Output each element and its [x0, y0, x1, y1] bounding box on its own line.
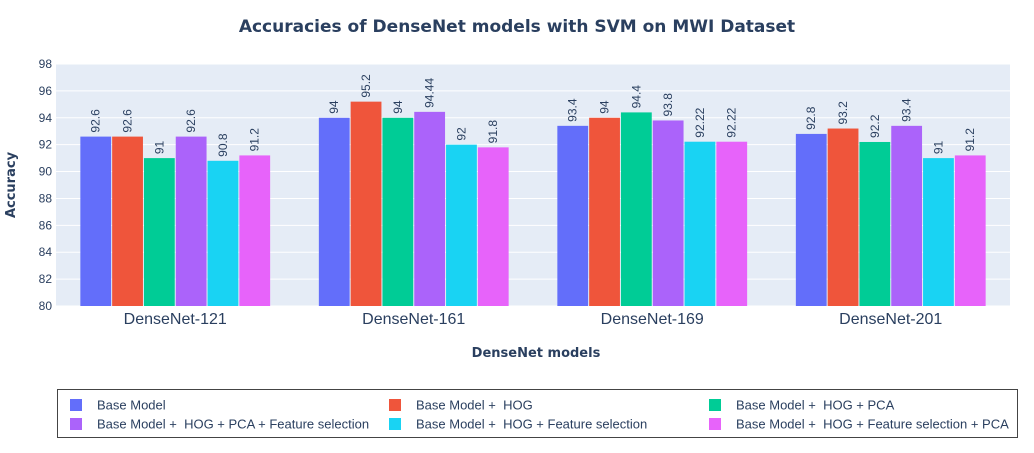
- data-label: 91.2: [248, 128, 262, 152]
- bar-densenet-161-series-3: [382, 117, 414, 307]
- y-tick-label: 94: [39, 111, 53, 125]
- bar-densenet-201-series-3: [859, 141, 891, 306]
- legend-item-label: Base Model + HOG + PCA: [736, 398, 895, 413]
- legend-item-label: Base Model + HOG + Feature selection: [416, 417, 647, 432]
- data-label: 92.6: [184, 109, 198, 133]
- data-label: 93.2: [836, 101, 850, 125]
- data-label: 92.2: [868, 114, 882, 138]
- chart-title: Accuracies of DenseNet models with SVM o…: [239, 17, 795, 37]
- x-tick-label: DenseNet-121: [124, 311, 227, 328]
- x-tick-label: DenseNet-161: [362, 311, 465, 328]
- y-tick-label: 92: [39, 138, 53, 152]
- data-label: 92.6: [121, 109, 135, 133]
- x-tick-label: DenseNet-201: [839, 311, 942, 328]
- legend-item-label: Base Model + HOG + PCA + Feature selecti…: [97, 417, 369, 432]
- data-label: 94: [391, 100, 405, 114]
- data-label: 92.22: [693, 107, 707, 137]
- bar-densenet-169-series-6: [716, 141, 748, 306]
- bars: [80, 101, 986, 307]
- bar-densenet-201-series-2: [827, 128, 859, 306]
- data-label: 93.4: [900, 98, 914, 122]
- bar-densenet-201-series-6: [954, 155, 986, 306]
- y-tick-label: 84: [39, 245, 53, 259]
- data-label: 92.8: [804, 106, 818, 130]
- bar-densenet-201-series-1: [795, 133, 827, 306]
- bar-densenet-169-series-2: [589, 117, 620, 307]
- y-tick-label: 90: [39, 165, 53, 179]
- bar-densenet-161-series-5: [446, 144, 477, 306]
- x-axis-title: DenseNet models: [472, 346, 601, 361]
- bar-densenet-121-series-6: [239, 155, 271, 306]
- y-tick-label: 88: [39, 191, 53, 205]
- data-label: 90.8: [216, 133, 230, 157]
- data-label: 94: [327, 100, 341, 114]
- y-tick-label: 80: [39, 299, 53, 313]
- bar-densenet-201-series-4: [891, 125, 923, 306]
- legend-swatch: [709, 418, 721, 430]
- bar-densenet-201-series-5: [923, 158, 954, 306]
- bar-densenet-161-series-2: [350, 101, 382, 307]
- data-label: 92: [454, 127, 468, 141]
- legend-swatch: [709, 399, 721, 411]
- legend-swatch: [389, 418, 401, 430]
- legend-swatch: [70, 399, 82, 411]
- data-label: 94: [598, 100, 612, 114]
- data-label: 91: [152, 140, 166, 154]
- y-axis-ticks: 80 82 84 86 88 90 92 94 96 98: [39, 57, 53, 313]
- data-label: 94.44: [423, 78, 437, 108]
- bar-densenet-121-series-4: [175, 136, 207, 306]
- bar-densenet-169-series-3: [620, 112, 652, 307]
- legend-swatch: [70, 418, 82, 430]
- x-tick-label: DenseNet-169: [601, 311, 704, 328]
- bar-densenet-121-series-3: [143, 158, 175, 306]
- bar-densenet-121-series-2: [112, 136, 143, 306]
- legend-item-label: Base Model + HOG + Feature selection + P…: [736, 417, 1009, 432]
- data-labels: 92.6 92.6 91 92.6 90.8 91.2 94 95.2 94 94.44 92 91.…: [89, 74, 978, 157]
- y-tick-label: 82: [39, 272, 53, 286]
- bar-densenet-169-series-1: [557, 125, 589, 306]
- bar-densenet-161-series-4: [414, 111, 446, 307]
- data-label: 94.4: [629, 85, 643, 109]
- x-axis-ticks: DenseNet-121 DenseNet-161 DenseNet-169 Dens…: [124, 311, 943, 328]
- data-label: 91.8: [486, 120, 500, 144]
- bar-densenet-161-series-1: [318, 117, 350, 307]
- legend-item-label: Base Model + HOG: [416, 398, 533, 413]
- y-tick-label: 98: [39, 57, 53, 71]
- y-axis-title: Accuracy: [4, 151, 19, 218]
- legend: Base Model Base Model + HOG Base Model + H…: [70, 398, 1009, 432]
- data-label: 92.22: [725, 107, 739, 137]
- legend-item-label: Base Model: [97, 398, 166, 413]
- data-label: 91.2: [963, 128, 977, 152]
- y-tick-label: 96: [39, 84, 53, 98]
- bar-densenet-121-series-5: [207, 160, 239, 306]
- data-label: 93.4: [566, 98, 580, 122]
- legend-swatch: [389, 399, 401, 411]
- data-label: 91: [931, 140, 945, 154]
- data-label: 95.2: [359, 74, 373, 98]
- y-tick-label: 86: [39, 218, 53, 232]
- bar-densenet-121-series-1: [80, 136, 112, 306]
- data-label: 92.6: [89, 109, 103, 133]
- bar-densenet-161-series-6: [477, 147, 509, 306]
- data-label: 93.8: [661, 93, 675, 117]
- bar-densenet-169-series-5: [684, 141, 716, 306]
- bar-densenet-169-series-4: [652, 120, 684, 306]
- legend-box: [57, 389, 1018, 438]
